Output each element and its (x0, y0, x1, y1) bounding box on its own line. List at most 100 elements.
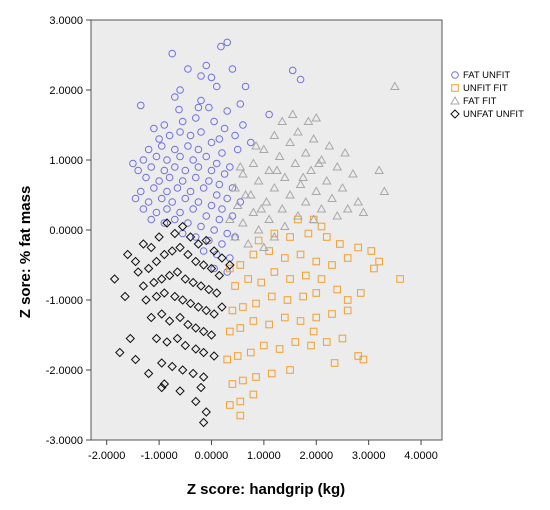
data-point (183, 249, 193, 260)
data-point (109, 274, 120, 284)
data-point (246, 348, 255, 357)
legend-marker (451, 84, 459, 92)
data-point (236, 261, 245, 269)
data-point (198, 347, 209, 358)
data-point (223, 38, 232, 47)
data-point (130, 354, 141, 365)
y-tick-label: -3.0000 (46, 435, 83, 447)
data-point (217, 42, 225, 51)
data-point (254, 236, 263, 245)
data-point (265, 320, 273, 329)
data-point (139, 205, 148, 213)
data-point (191, 114, 200, 122)
data-point (233, 352, 242, 360)
x-tick-label: 3.0000 (352, 450, 386, 462)
data-point (296, 317, 305, 325)
data-point (285, 189, 295, 199)
data-point (217, 302, 227, 312)
data-point (172, 267, 183, 277)
data-point (299, 292, 307, 301)
data-point (220, 124, 229, 133)
y-tick-label: 1.0000 (49, 155, 83, 167)
data-point (249, 390, 258, 399)
data-point (286, 275, 294, 283)
legend-label: UNFIT FIT (463, 83, 508, 94)
legend: FAT UNFIT UNFIT FIT FAT FIT UNFAT UNFIT (450, 70, 524, 120)
data-point (198, 372, 209, 382)
data-point (198, 260, 209, 270)
data-point (167, 246, 177, 256)
data-point (223, 107, 232, 115)
data-point (173, 184, 182, 192)
data-point (354, 243, 362, 252)
data-point (257, 278, 266, 287)
data-point (328, 310, 336, 318)
data-point (330, 359, 339, 367)
data-point (348, 168, 358, 178)
data-point (246, 138, 255, 147)
data-point (115, 347, 125, 358)
x-tick-label: 1.0000 (247, 450, 281, 462)
data-point (244, 275, 252, 283)
data-point (228, 65, 237, 73)
data-point (342, 203, 353, 213)
data-point (322, 338, 331, 346)
axes: -2.0000 -1.0000 0.0000 1.0000 2.0000 3.0000 4.… (46, 15, 438, 462)
legend-marker (450, 95, 460, 105)
data-point (311, 186, 322, 195)
data-point (164, 270, 175, 281)
data-point (170, 228, 180, 239)
data-point (226, 163, 234, 171)
legend-label: FAT UNFIT (463, 70, 510, 81)
data-point (146, 242, 156, 253)
data-point (136, 187, 145, 196)
data-point (370, 264, 378, 273)
data-point (159, 379, 170, 389)
data-point (353, 196, 364, 206)
data-point (210, 117, 218, 126)
data-point (270, 229, 279, 238)
data-point (224, 214, 235, 223)
data-point (267, 292, 276, 301)
data-point (287, 109, 298, 118)
data-point (279, 172, 290, 181)
data-point (308, 133, 319, 143)
data-point (206, 263, 217, 274)
data-point (191, 256, 201, 267)
legend-marker (451, 71, 459, 79)
y-axis-title: Z sore: % fat mass (17, 186, 34, 319)
legend-label: FAT FIT (463, 96, 497, 107)
data-point (129, 159, 137, 168)
data-point (249, 317, 258, 325)
data-point (151, 333, 162, 344)
data-point (223, 194, 232, 203)
data-point (269, 231, 280, 241)
data-point (205, 236, 213, 245)
data-point (157, 142, 166, 150)
data-point (300, 196, 311, 206)
legend-label: UNFAT UNFIT (463, 109, 524, 120)
data-point (176, 152, 184, 161)
data-point (343, 254, 352, 262)
y-tick-label: 0.0000 (49, 225, 83, 237)
data-point (175, 386, 185, 396)
legend-marker (450, 109, 460, 119)
data-point (367, 247, 376, 255)
data-point (328, 261, 336, 269)
data-point (295, 179, 306, 188)
data-point (198, 326, 209, 337)
data-point (212, 191, 221, 199)
data-point (147, 163, 156, 171)
data-point (159, 249, 170, 260)
data-point (202, 152, 211, 161)
data-point (181, 194, 190, 203)
data-point (238, 217, 248, 227)
data-point (120, 291, 130, 302)
data-point (248, 158, 259, 167)
data-point (189, 205, 197, 213)
data-point (322, 233, 331, 241)
data-point (249, 250, 258, 259)
data-point (160, 219, 169, 227)
data-point (150, 124, 158, 133)
data-point (209, 246, 219, 256)
